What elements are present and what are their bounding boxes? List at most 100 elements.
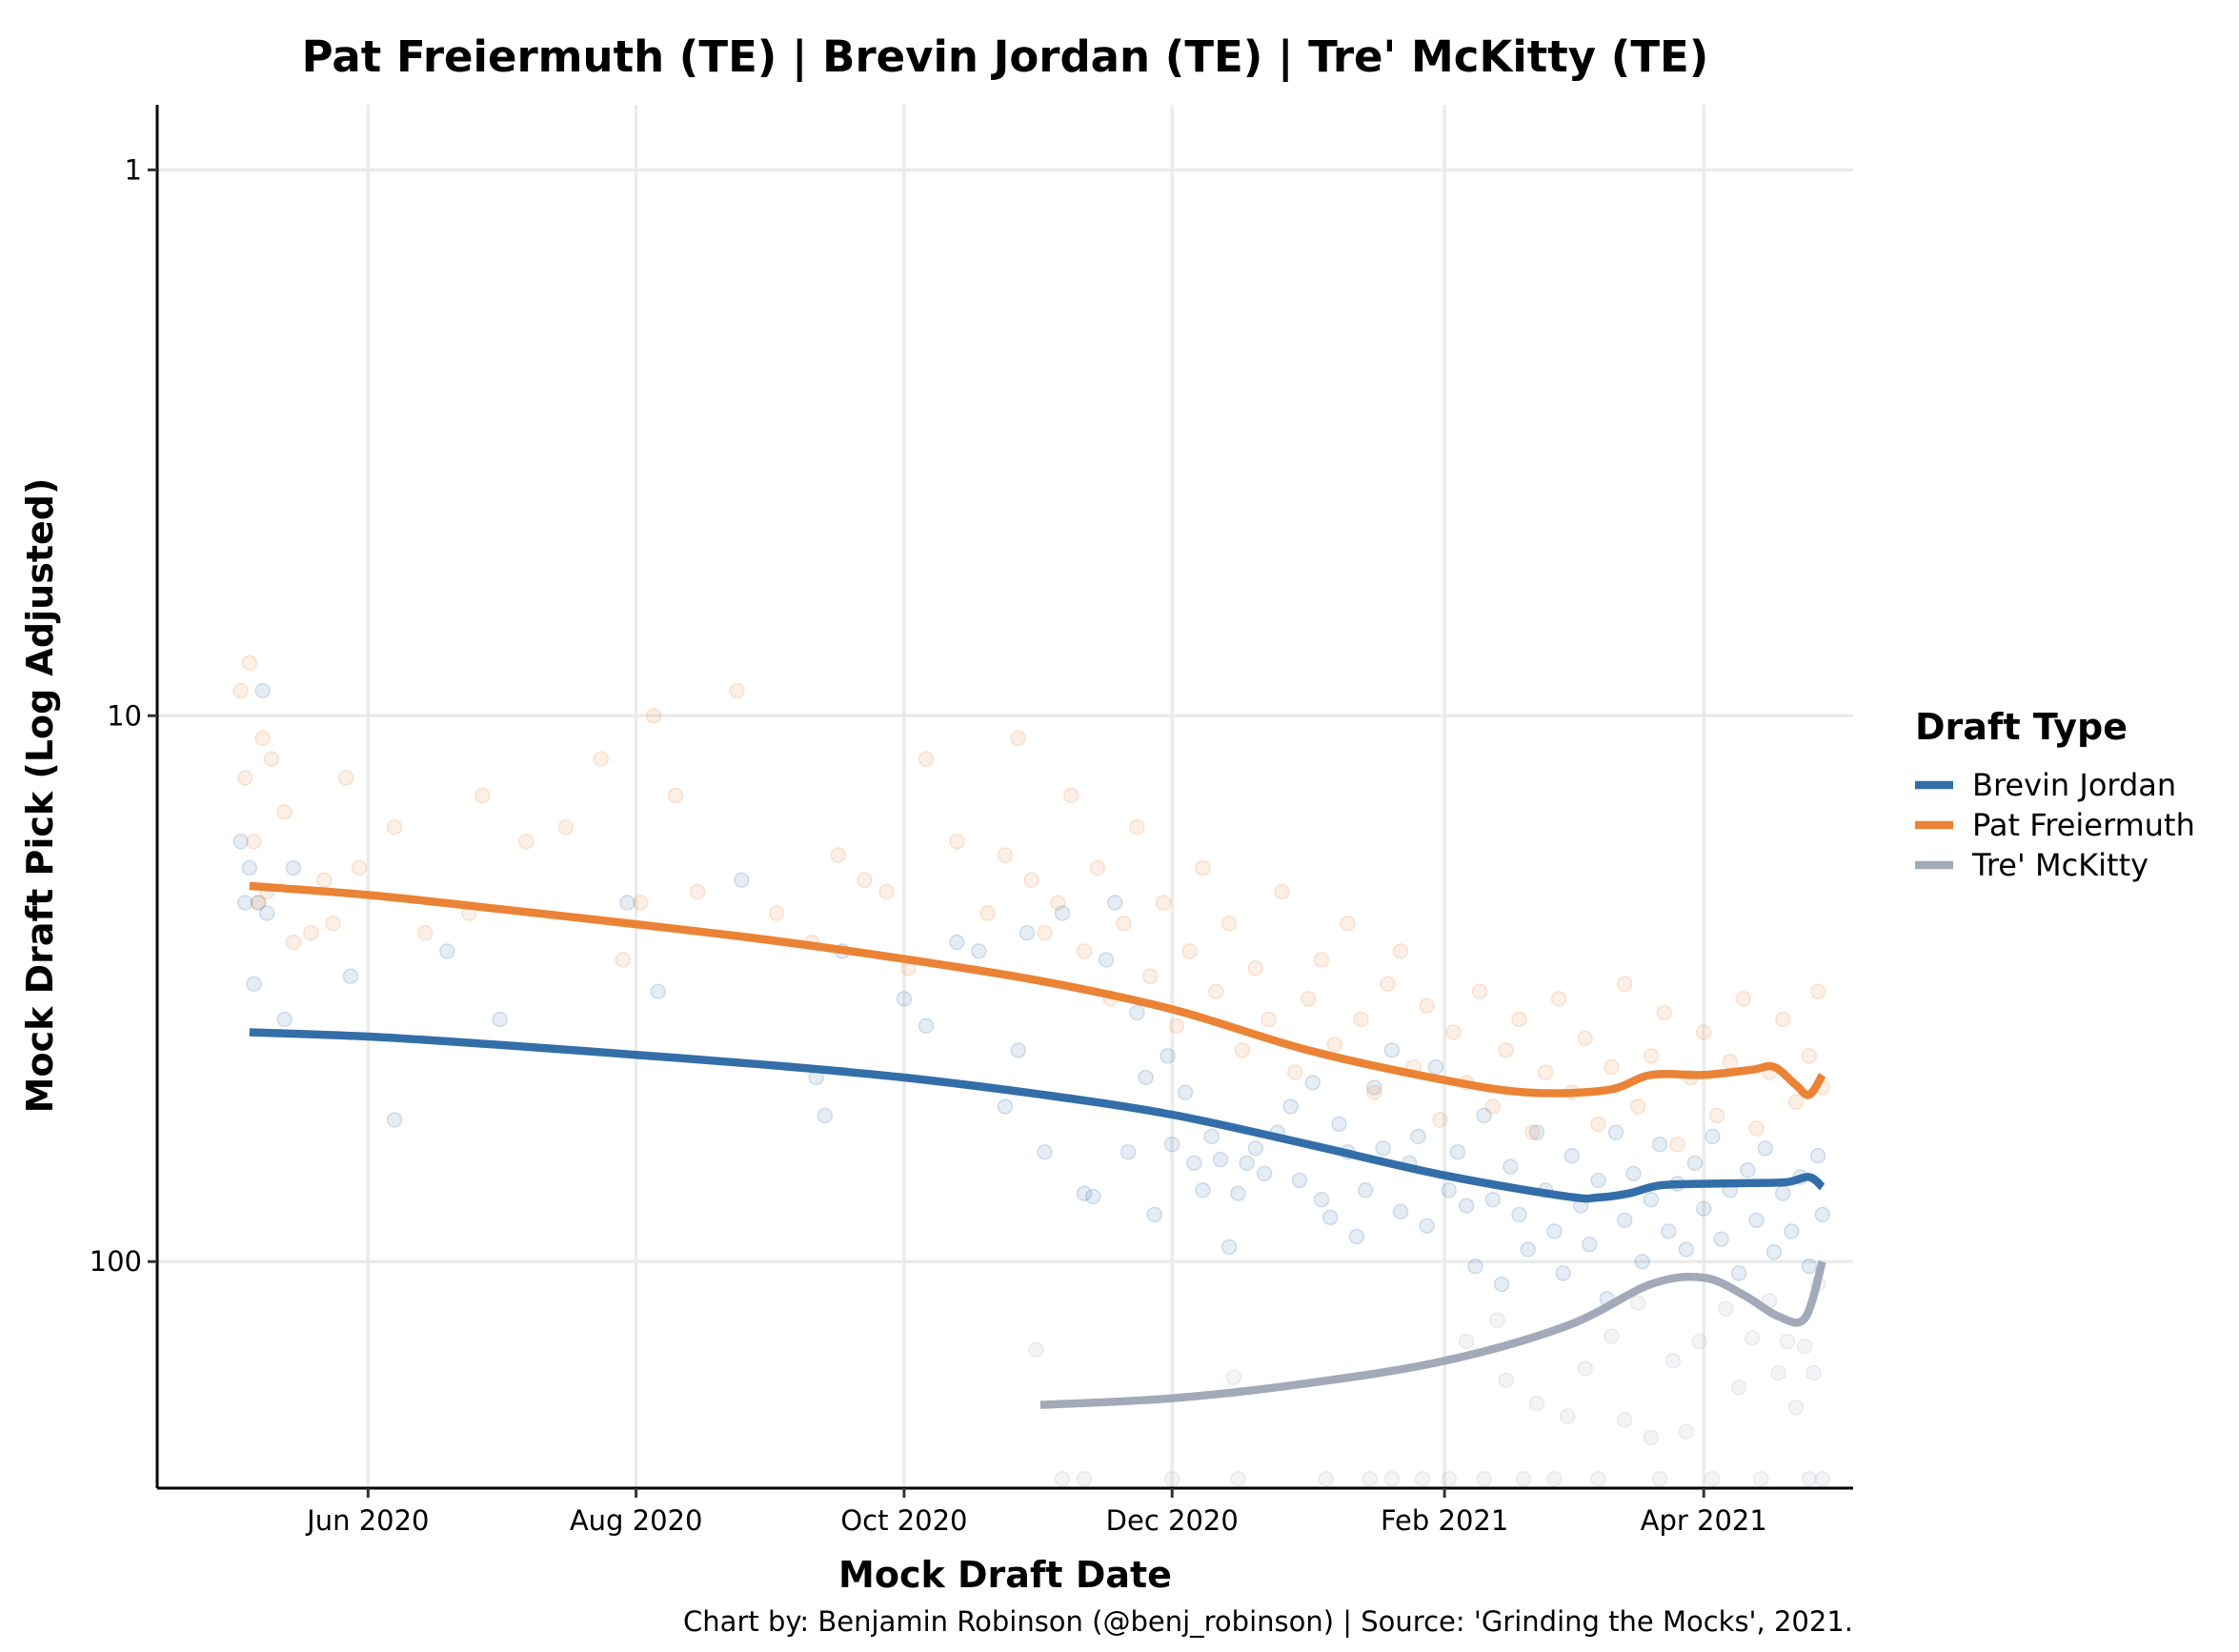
- data-point: [979, 905, 996, 921]
- x-tick-label: Feb 2021: [1381, 1504, 1508, 1537]
- data-point: [1643, 1048, 1660, 1064]
- data-point: [1357, 1182, 1374, 1199]
- data-point: [1744, 1330, 1761, 1346]
- data-point: [1748, 1212, 1765, 1229]
- data-point: [1664, 1353, 1682, 1369]
- data-point: [285, 934, 302, 951]
- trend-lines: [249, 881, 1826, 1409]
- data-point: [1590, 1172, 1606, 1189]
- data-point: [1550, 991, 1567, 1007]
- data-point: [1774, 1185, 1791, 1201]
- data-point: [1524, 1124, 1541, 1140]
- data-point: [1348, 1228, 1365, 1245]
- data-point: [1304, 1075, 1321, 1091]
- data-point: [276, 1011, 292, 1028]
- data-point: [1247, 1140, 1264, 1157]
- data-point: [1282, 1098, 1299, 1115]
- data-point: [1520, 1241, 1537, 1258]
- data-point: [1801, 1048, 1818, 1064]
- data-point: [1129, 1004, 1145, 1021]
- data-point: [1010, 730, 1027, 747]
- data-point: [1656, 1004, 1672, 1021]
- data-point: [1019, 925, 1036, 941]
- data-point: [386, 1112, 403, 1128]
- data-point: [315, 872, 333, 888]
- data-point: [1625, 1165, 1642, 1182]
- data-point: [232, 834, 249, 850]
- data-point: [1563, 1147, 1581, 1164]
- grid: [157, 105, 1853, 1488]
- data-point: [1493, 1276, 1510, 1293]
- data-point: [285, 859, 302, 876]
- data-point: [236, 895, 253, 911]
- tick-labels: Jun 2020 Aug 2020 Oct 2020 Dec 2020 Feb 2021…: [90, 153, 1767, 1537]
- data-point: [232, 682, 249, 699]
- data-point: [949, 834, 965, 850]
- data-point: [1616, 1212, 1633, 1229]
- data-point: [645, 708, 662, 724]
- data-point: [1634, 1253, 1650, 1270]
- data-point: [1801, 1258, 1818, 1275]
- data-point: [1313, 1191, 1330, 1208]
- data-point: [1528, 1395, 1545, 1412]
- data-point: [1814, 1206, 1830, 1223]
- chart-caption: Chart by: Benjamin Robinson (@benj_robin…: [683, 1605, 1853, 1638]
- data-point: [236, 770, 253, 786]
- data-point: [1379, 976, 1396, 993]
- data-point: [276, 803, 292, 820]
- data-point: [1138, 1069, 1154, 1086]
- data-point: [1805, 1364, 1822, 1381]
- legend-title: Draft Type: [1915, 706, 2128, 748]
- data-point: [1730, 1380, 1747, 1396]
- data-point: [250, 895, 267, 911]
- data-point: [1274, 883, 1290, 900]
- data-point: [593, 751, 610, 767]
- data-point: [1383, 1042, 1401, 1058]
- data-point: [1643, 1429, 1660, 1446]
- data-point: [325, 915, 341, 932]
- data-point: [667, 787, 684, 804]
- data-point: [1340, 915, 1356, 932]
- data-point: [1163, 1470, 1180, 1487]
- data-point: [1208, 983, 1224, 999]
- data-point: [918, 1017, 935, 1035]
- data-point: [633, 895, 649, 911]
- data-point: [1695, 1024, 1712, 1040]
- data-point: [1484, 1191, 1502, 1208]
- data-point: [303, 925, 319, 941]
- data-point: [246, 834, 262, 850]
- data-point: [557, 818, 575, 836]
- data-point: [1740, 1162, 1756, 1179]
- data-point: [1797, 1338, 1813, 1355]
- data-point: [1718, 1300, 1734, 1317]
- data-point: [1163, 1136, 1180, 1153]
- data-point: [1287, 1064, 1303, 1080]
- data-point: [254, 682, 271, 699]
- x-tick-label: Aug 2020: [570, 1504, 703, 1537]
- data-point: [1735, 991, 1751, 1007]
- data-point: [1616, 1412, 1633, 1428]
- data-point: [1765, 1243, 1783, 1260]
- data-point: [896, 991, 913, 1007]
- data-point: [246, 976, 262, 993]
- data-point: [1695, 1200, 1712, 1217]
- data-point: [1560, 1408, 1576, 1424]
- data-point: [615, 952, 632, 968]
- data-point: [1076, 1470, 1093, 1487]
- data-point: [1669, 1136, 1685, 1153]
- data-point: [254, 730, 271, 747]
- data-point: [1155, 895, 1172, 911]
- data-point: [342, 968, 359, 984]
- data-point: [1366, 1084, 1382, 1100]
- data-point: [1375, 1140, 1391, 1157]
- data-point: [1062, 787, 1079, 804]
- data-point: [619, 895, 635, 911]
- data-point: [1503, 1158, 1519, 1175]
- data-point: [1392, 943, 1409, 959]
- data-point: [1577, 1360, 1593, 1377]
- data-point: [1107, 895, 1123, 911]
- data-point: [439, 943, 455, 959]
- x-axis-title: Mock Draft Date: [838, 1554, 1172, 1596]
